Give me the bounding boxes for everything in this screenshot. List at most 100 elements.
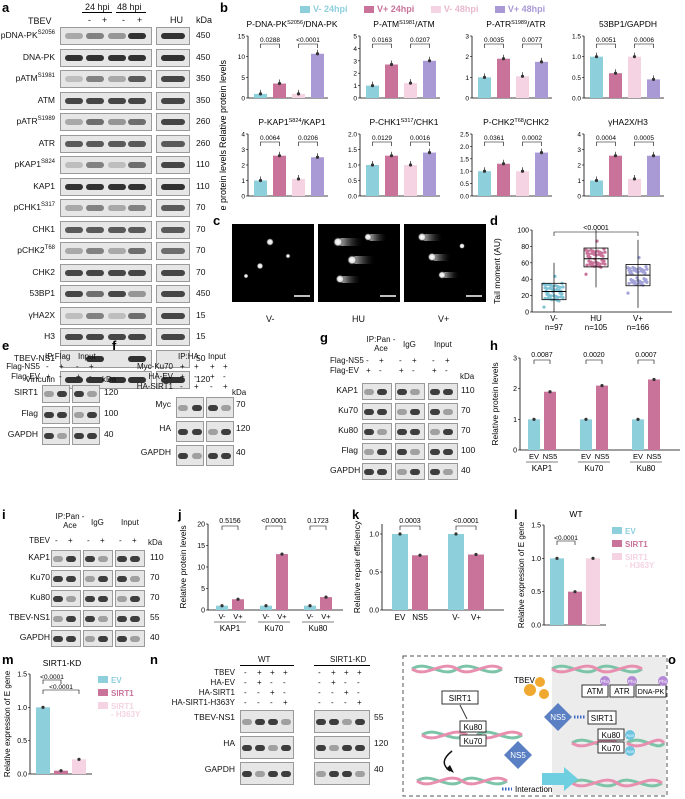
sig-bracket <box>596 141 616 146</box>
title-main: P-KAP1 <box>258 117 289 127</box>
band <box>355 770 365 777</box>
y-tick-label: 0 <box>201 608 205 615</box>
band-6-0 <box>65 162 83 168</box>
band-1-1 <box>86 54 104 61</box>
dot <box>264 604 268 608</box>
sirt1-box-right <box>587 710 617 725</box>
bar <box>632 419 644 450</box>
group-label: KAP1 <box>532 464 553 473</box>
blot-row-label-4: GAPDH <box>19 632 50 642</box>
legend-swatch <box>612 540 622 547</box>
dot <box>258 178 263 183</box>
bar <box>535 152 548 196</box>
bar-label: EV <box>581 452 591 461</box>
y-tick-label: 1 <box>241 178 245 185</box>
blot-row-label-1: Ku70 <box>30 572 50 582</box>
blot-strip-main-0 <box>60 27 152 45</box>
panel-letter-f: f <box>112 338 117 353</box>
y-tick-label: 0 <box>465 96 469 103</box>
panel-letter-e: e <box>2 338 10 353</box>
band <box>98 555 108 562</box>
p-value: 0.0035 <box>484 37 504 44</box>
blot-strip <box>42 385 70 403</box>
bar <box>528 419 540 450</box>
y-tick-label: 0.0 <box>348 194 357 201</box>
title-rest: /KAP1 <box>302 117 326 127</box>
band <box>98 635 108 642</box>
condition-sign: - <box>257 688 260 697</box>
band <box>430 428 440 435</box>
panel-letter-n: n <box>150 652 158 667</box>
condition-sign: + <box>283 698 288 707</box>
band-4-2 <box>108 119 126 125</box>
dot <box>520 169 525 173</box>
jitter-point <box>626 291 630 295</box>
y-tick-label: 1 <box>465 75 469 82</box>
sig-bracket <box>372 141 392 146</box>
p-value: 0.0020 <box>583 352 605 359</box>
kda-value-9: 70 <box>196 223 206 234</box>
jitter-point <box>598 262 602 266</box>
dot <box>308 604 312 608</box>
jitter-point <box>601 254 605 258</box>
condition-sign: + <box>432 366 437 375</box>
band <box>410 408 420 415</box>
condition-sign: - <box>366 356 369 365</box>
p-value: 0.0002 <box>522 135 542 142</box>
band <box>98 615 108 622</box>
sirt1-label-left: SIRT1 <box>449 694 472 703</box>
condition-sign: + <box>270 688 275 697</box>
condition-label-1: Flag-EV <box>330 366 359 375</box>
protein-name: TBEV-NS1 <box>13 352 55 363</box>
p-value: 0.1723 <box>307 518 329 525</box>
blot-strip-main-11 <box>60 263 152 282</box>
bar <box>448 534 464 610</box>
band <box>85 575 95 582</box>
bar <box>276 554 288 610</box>
band <box>377 408 387 415</box>
panel-letter-m: m <box>2 652 14 667</box>
kda-value-2: 40 <box>104 429 114 439</box>
band <box>221 404 231 411</box>
condition-sign: - <box>76 362 79 371</box>
chart-b-0: P-DNA-PKS2056/DNA-PK 0 5 10 15 0.0288 <0.0001 <box>238 19 338 103</box>
bar-label: NS5 <box>595 452 610 461</box>
condition-sign: - <box>412 366 415 375</box>
dot <box>315 52 320 56</box>
blot-row-label-7: KAP1 <box>0 181 55 191</box>
box-group-1: HUn=105 <box>583 230 609 332</box>
legend-label-2: V- 48hpi <box>443 4 479 14</box>
blot-strip <box>176 421 204 442</box>
time-label-24: 24 hpi <box>85 2 110 12</box>
chart-k: Relative repair efficiency 0.0 0.5 1.0 EV NS5… <box>352 518 504 622</box>
jitter-point <box>557 299 561 303</box>
band-13-3 <box>128 312 146 319</box>
dot <box>532 417 536 421</box>
band-13-1 <box>86 312 104 319</box>
sig-bracket <box>42 689 80 694</box>
kda-header: kDa <box>148 538 163 547</box>
band <box>57 433 67 439</box>
blot-strip-main-5 <box>60 134 152 153</box>
band-3-1 <box>86 97 104 104</box>
band-3-4 <box>161 97 185 104</box>
chart-b-5: P-CHK1S317/CHK1 0.0 0.5 1.0 1.5 2.0 0.0129 0.00… <box>348 117 440 201</box>
kda-value-7: 110 <box>196 180 210 191</box>
y-tick-label: 1.0 <box>572 54 581 61</box>
sig-bracket <box>265 525 283 530</box>
blot-row-label-1: HA <box>223 738 235 748</box>
blot-strip-main-9 <box>60 220 152 239</box>
condition-sign: - <box>283 678 286 687</box>
kda-value-3: 100 <box>461 445 476 455</box>
band <box>192 452 202 459</box>
y-tick-label: 0.0 <box>460 194 469 201</box>
band-14-0 <box>65 334 83 340</box>
bar <box>423 152 436 196</box>
blot-strip-main-8 <box>60 199 152 217</box>
condition-sign: - <box>331 698 334 707</box>
condition-sign: + <box>257 678 262 687</box>
p-value: 0.0077 <box>522 37 542 44</box>
ylabel: Relative expression of E gene <box>3 670 12 777</box>
bar <box>544 391 556 450</box>
legend-swatch-1 <box>364 6 375 14</box>
